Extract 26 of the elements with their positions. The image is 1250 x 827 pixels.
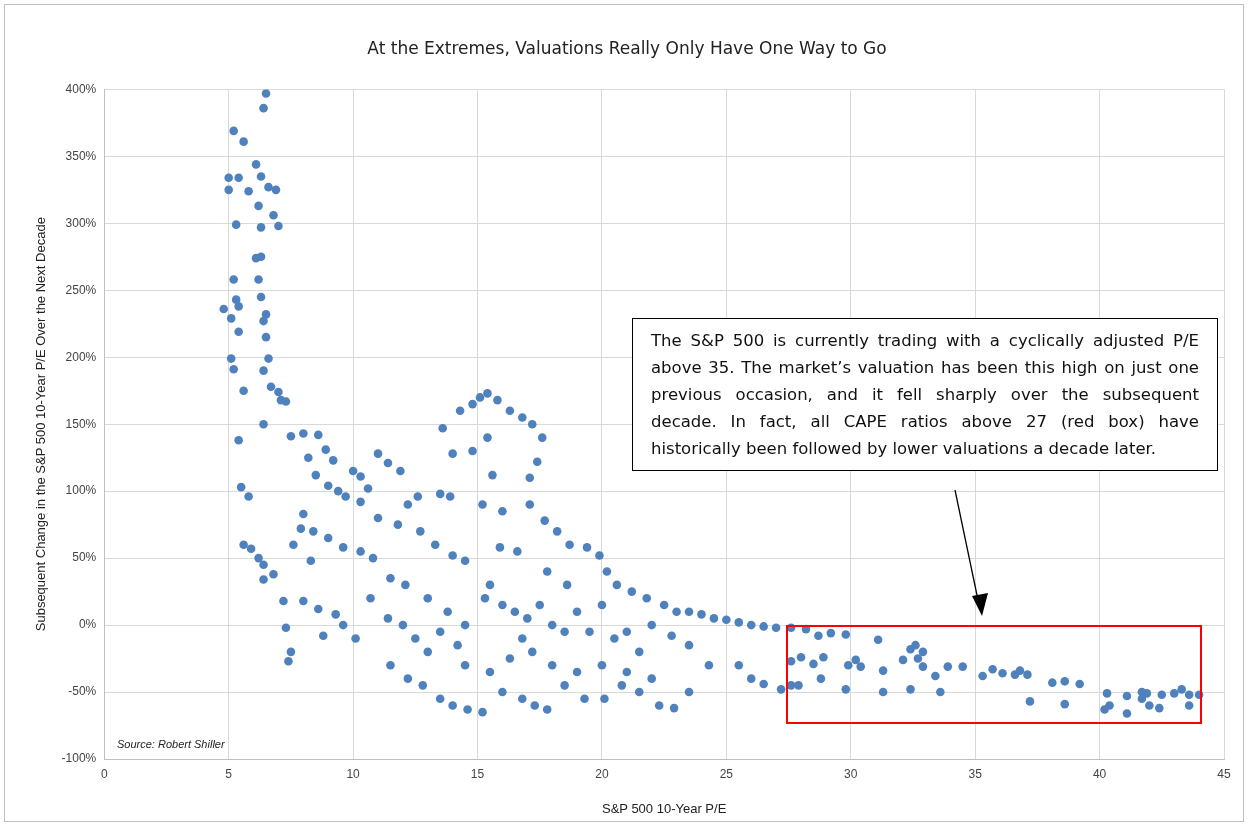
y-tick-label: 0% [78, 617, 97, 632]
x-tick-label: 40 [1092, 766, 1107, 781]
y-tick-label: 150% [65, 416, 97, 431]
x-tick-label: 10 [346, 766, 361, 781]
chart-title: At the Extremes, Valuations Really Only Have One Way to Go [367, 37, 887, 58]
x-tick-label: 20 [595, 766, 609, 781]
annotation: Source: Robert Shiller [117, 738, 225, 750]
x-tick-label: 35 [968, 766, 983, 781]
y-tick-label: 100% [65, 483, 97, 498]
y-tick-label: 350% [65, 148, 97, 163]
x-tick-label: 45 [1217, 766, 1231, 781]
y-tick-label: 200% [65, 349, 97, 364]
y-tick-label: 250% [65, 282, 97, 297]
x-axis-title: S&P 500 10-Year P/E [601, 800, 727, 816]
y-tick-label: -100% [61, 751, 97, 766]
y-tick-label: 50% [72, 550, 97, 565]
y-axis-title: Subsequent Change in the S&P 500 10-Year P/E Over the Next Decade [33, 217, 49, 632]
y-tick-label: -50% [68, 684, 97, 699]
x-tick-label: 15 [470, 766, 485, 781]
x-tick-label: 30 [844, 766, 858, 781]
y-tick-label: 300% [65, 215, 97, 230]
x-tick-label: 25 [719, 766, 734, 781]
y-tick-label: 400% [65, 81, 97, 96]
annotation: The S&P 500 is currently trading with a cyclically adjusted P/E above 35. The market’s valuation has been this high on just one previous occasion, and it fell sharply over the subsequent decade. In fact, all CAPE ratios above 27 (red box) have historically been followed by lower valuations a decade later. [632, 318, 1218, 471]
x-tick-label: 0 [100, 766, 108, 781]
x-tick-label: 5 [225, 766, 233, 781]
